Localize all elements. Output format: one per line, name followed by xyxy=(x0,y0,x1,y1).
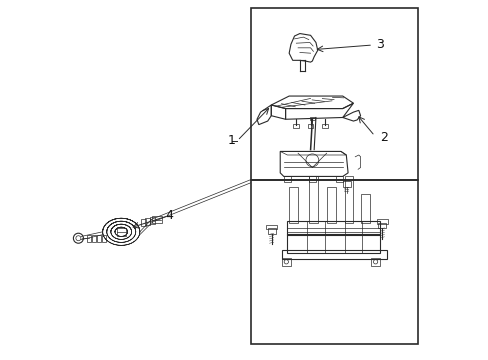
Bar xyxy=(335,176,342,182)
Bar xyxy=(293,124,299,128)
Bar xyxy=(283,176,290,182)
Bar xyxy=(282,258,290,266)
Bar xyxy=(344,176,353,223)
Bar xyxy=(309,117,315,120)
Bar xyxy=(322,124,327,128)
Text: 1: 1 xyxy=(227,134,235,147)
Bar xyxy=(117,228,125,236)
Bar xyxy=(287,234,380,253)
Bar xyxy=(308,176,317,223)
Bar xyxy=(308,176,315,182)
Bar xyxy=(287,221,380,235)
Bar xyxy=(370,258,380,266)
Text: 2: 2 xyxy=(379,131,387,144)
Bar xyxy=(250,180,417,344)
Bar xyxy=(288,187,298,223)
Bar xyxy=(360,194,369,223)
Bar xyxy=(250,8,417,180)
Bar xyxy=(141,219,145,226)
Bar xyxy=(145,218,150,225)
Bar xyxy=(149,217,155,224)
Bar xyxy=(307,124,313,128)
Bar xyxy=(342,181,350,187)
Bar xyxy=(102,235,106,242)
Bar xyxy=(376,219,387,224)
Bar xyxy=(91,235,96,242)
Text: 3: 3 xyxy=(376,38,384,51)
Bar xyxy=(378,222,386,228)
Bar xyxy=(266,225,276,229)
Bar xyxy=(326,187,335,223)
Bar xyxy=(151,216,162,223)
Text: 4: 4 xyxy=(165,209,173,222)
Bar xyxy=(282,249,386,258)
Bar xyxy=(97,235,101,242)
Bar xyxy=(267,228,275,234)
Bar xyxy=(86,235,91,242)
